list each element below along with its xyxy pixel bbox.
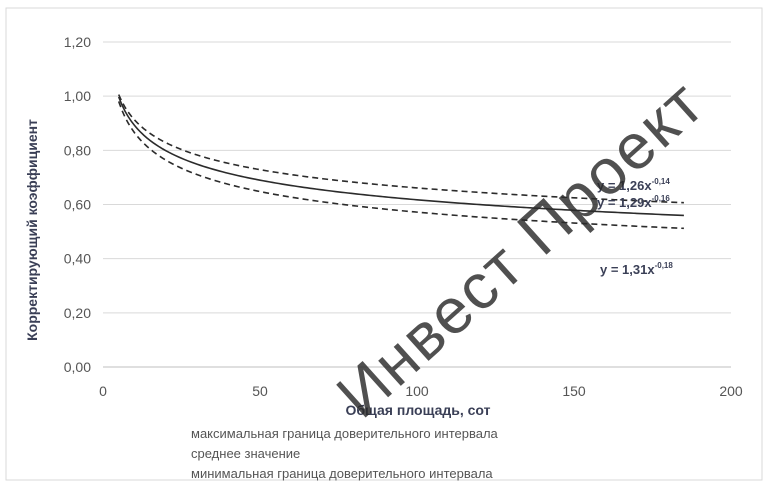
equation-exponent: -0,16 <box>652 194 671 203</box>
x-tick-label: 200 <box>719 383 743 399</box>
y-axis-title: Корректирующий коэффициент <box>24 119 40 341</box>
x-tick-label: 0 <box>99 383 107 399</box>
x-axis-title: Общая площадь, сот <box>346 402 491 418</box>
equation-exponent: -0,14 <box>652 177 671 186</box>
equation-exponent: -0,18 <box>655 261 674 270</box>
y-tick-label: 0,60 <box>64 197 91 213</box>
y-tick-label: 0,20 <box>64 305 91 321</box>
y-tick-label: 0,80 <box>64 142 91 158</box>
y-tick-label: 0,40 <box>64 251 91 267</box>
legend-entry: среднее значение <box>191 446 300 461</box>
legend-entry: минимальная граница доверительного интер… <box>191 466 493 481</box>
gridlines <box>103 41 731 368</box>
x-tick-label: 150 <box>562 383 586 399</box>
legend: максимальная граница доверительного инте… <box>191 426 499 481</box>
x-tick-label: 100 <box>405 383 429 399</box>
y-tick-label: 1,20 <box>64 34 91 50</box>
x-axis-ticks: 0 50 100 150 200 <box>99 383 743 399</box>
x-tick-label: 50 <box>252 383 268 399</box>
chart-border <box>5 7 763 481</box>
y-tick-label: 1,00 <box>64 88 91 104</box>
series-line <box>117 96 684 217</box>
y-tick-label: 0,00 <box>64 359 91 375</box>
series-lines <box>117 94 684 230</box>
legend-entry: максимальная граница доверительного инте… <box>191 426 499 441</box>
y-axis-ticks: 0,00 0,20 0,40 0,60 0,80 1,00 1,20 <box>64 34 91 375</box>
